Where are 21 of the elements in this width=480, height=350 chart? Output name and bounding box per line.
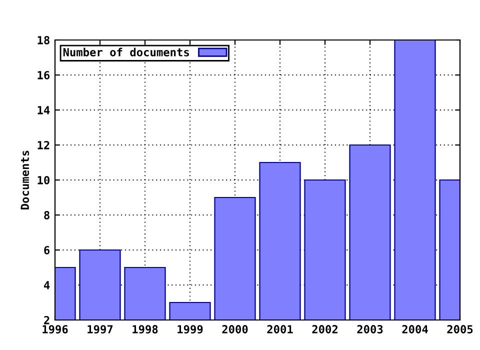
x-tick-label: 2000 (222, 325, 248, 334)
x-tick-label: 2004 (402, 325, 428, 334)
y-tick-label: 6 (44, 246, 50, 254)
legend-label: Number of documents (63, 48, 189, 56)
y-tick-label: 2 (44, 316, 50, 324)
y-tick-label: 14 (38, 106, 50, 114)
x-tick-label: 1998 (132, 325, 158, 334)
x-tick-label: 1999 (178, 325, 203, 334)
y-axis-title: Documents (20, 150, 30, 210)
x-tick-label: 1996 (42, 325, 68, 334)
y-tick-label: 10 (38, 176, 50, 184)
y-tick-label: 18 (38, 36, 50, 44)
y-tick-label: 12 (38, 140, 50, 150)
x-tick-label: 2002 (312, 325, 338, 334)
x-tick-label: 2005 (447, 325, 473, 334)
x-tick-label: 1997 (88, 325, 113, 334)
y-tick-label: 4 (44, 281, 50, 290)
x-tick-label: 2003 (357, 325, 383, 334)
y-tick-label: 8 (44, 210, 50, 220)
y-tick-label: 16 (38, 70, 50, 80)
x-tick-label: 2001 (267, 325, 293, 334)
